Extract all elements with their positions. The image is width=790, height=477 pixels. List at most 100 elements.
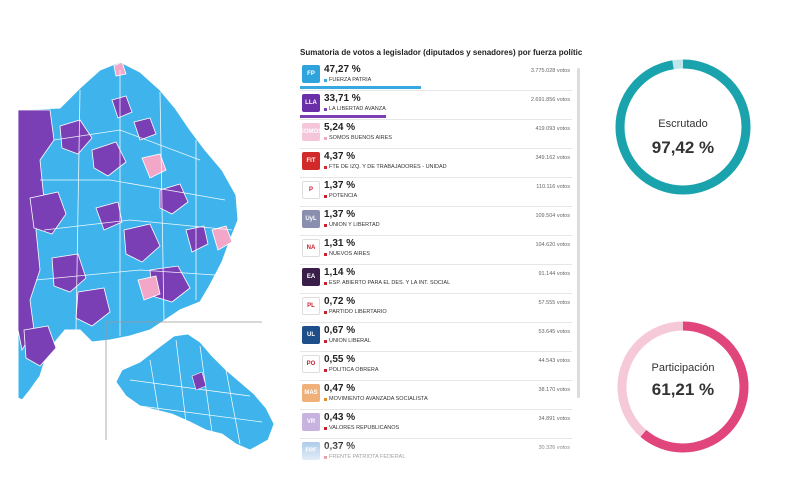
party-logo-icon: LLA — [302, 94, 320, 112]
party-share-bar — [300, 115, 387, 118]
escrutado-gauge: Escrutado 97,42 % — [612, 56, 754, 198]
party-percentage: 47,27 % — [324, 64, 361, 75]
province-map[interactable] — [0, 30, 290, 470]
party-logo-icon: SOMOS — [302, 123, 320, 141]
party-row[interactable]: LLA 33,71 % LA LIBERTAD AVANZA 2.691.856 vo… — [300, 91, 572, 120]
party-row[interactable]: MAS 0,47 % MOVIMIENTO AVANZADA SOCIALISTA 3… — [300, 381, 572, 410]
party-name: UNION Y LIBERTAD — [324, 222, 380, 228]
party-row[interactable]: UL 0,67 % UNION LIBERAL 53.645 votos — [300, 323, 572, 352]
party-logo-icon: UyL — [302, 210, 320, 228]
participacion-gauge: Participación 61,21 % — [614, 318, 752, 456]
conurbano-borders — [129, 339, 263, 445]
party-percentage: 0,55 % — [324, 354, 356, 365]
party-row[interactable]: FP 47,27 % FUERZA PATRIA 3.775.028 votos — [300, 62, 572, 91]
party-name-text: NUEVOS AIRES — [329, 251, 370, 257]
party-votes: 110.116 votos — [536, 184, 570, 190]
party-row[interactable]: EA 1,14 % ESP. ABIERTO PARA EL DES. Y LA I… — [300, 265, 572, 294]
party-color-dot — [324, 310, 327, 314]
party-row[interactable]: PL 0,72 % PARTIDO LIBERTARIO 57.555 votos — [300, 294, 572, 323]
party-name: SOMOS BUENOS AIRES — [324, 135, 392, 141]
party-percentage: 1,37 % — [324, 209, 356, 220]
party-name-text: POTENCIA — [329, 193, 358, 199]
party-logo-icon: VR — [302, 413, 320, 431]
party-row[interactable]: P 1,37 % POTENCIA 110.116 votos — [300, 178, 572, 207]
escrutado-ring — [615, 59, 751, 195]
party-row[interactable]: SOMOS 5,24 % SOMOS BUENOS AIRES 419.093 vot… — [300, 120, 572, 149]
party-votes: 104.620 votos — [535, 242, 570, 248]
party-color-dot — [324, 136, 327, 140]
party-name: NUEVOS AIRES — [324, 251, 370, 257]
party-share-bar — [300, 86, 421, 89]
results-scrollbar[interactable] — [577, 68, 580, 398]
party-color-dot — [324, 194, 327, 198]
party-name-text: FUERZA PATRIA — [329, 77, 372, 83]
party-percentage: 0,67 % — [324, 325, 356, 336]
results-panel: Sumatoria de votos a legislador (diputad… — [300, 48, 582, 470]
party-percentage: 1,37 % — [324, 180, 356, 191]
party-color-dot — [324, 397, 327, 401]
party-color-dot — [324, 223, 327, 227]
party-name-text: VALORES REPUBLICANOS — [329, 425, 400, 431]
party-name-text: LA LIBERTAD AVANZA — [329, 106, 386, 112]
participacion-ring — [617, 321, 749, 453]
party-name: POLITICA OBRERA — [324, 367, 379, 373]
party-name: FUERZA PATRIA — [324, 77, 371, 83]
party-votes: 38.170 votos — [538, 387, 571, 393]
party-logo-icon: FIT — [302, 152, 320, 170]
party-percentage: 0,72 % — [324, 296, 356, 307]
party-votes: 419.093 votos — [535, 126, 570, 132]
participacion-arc — [617, 321, 749, 453]
party-percentage: 5,24 % — [324, 122, 356, 133]
party-votes: 57.555 votos — [538, 300, 571, 306]
results-title: Sumatoria de votos a legislador (diputad… — [300, 48, 582, 57]
party-color-dot — [324, 78, 327, 82]
party-row[interactable]: PO 0,55 % POLITICA OBRERA 44.543 votos — [300, 352, 572, 381]
party-logo-icon: FP — [302, 65, 320, 83]
party-name: PARTIDO LIBERTARIO — [324, 309, 387, 315]
party-votes: 2.691.856 votos — [530, 97, 570, 103]
party-percentage: 1,31 % — [324, 238, 356, 249]
party-color-dot — [324, 368, 327, 372]
party-percentage: 33,71 % — [324, 93, 361, 104]
party-name-text: UNION LIBERAL — [329, 338, 371, 344]
party-votes: 34.891 votos — [538, 416, 571, 422]
party-color-dot — [324, 339, 327, 343]
party-votes: 349.162 votos — [535, 155, 570, 161]
party-name-text: UNION Y LIBERTAD — [329, 222, 380, 228]
party-name: UNION LIBERAL — [324, 338, 371, 344]
party-logo-icon: PL — [302, 297, 320, 315]
party-name-text: POLITICA OBRERA — [329, 367, 379, 373]
party-color-dot — [324, 426, 327, 430]
party-votes: 44.543 votos — [538, 358, 571, 364]
party-color-dot — [324, 107, 327, 111]
conurbano-purple-district — [191, 371, 207, 391]
escrutado-label: Escrutado — [658, 118, 708, 130]
party-logo-icon: PO — [302, 355, 320, 373]
party-name: VALORES REPUBLICANOS — [324, 425, 399, 431]
list-fade-overlay — [300, 440, 582, 477]
party-logo-icon: P — [302, 181, 320, 199]
escrutado-arc — [615, 59, 751, 195]
party-logo-icon: MAS — [302, 384, 320, 402]
party-percentage: 0,47 % — [324, 383, 356, 394]
party-name: FTE DE IZQ. Y DE TRABAJADORES - UNIDAD — [324, 164, 447, 170]
party-name-text: PARTIDO LIBERTARIO — [329, 309, 387, 315]
party-list[interactable]: FP 47,27 % FUERZA PATRIA 3.775.028 votos LLA… — [300, 62, 572, 468]
participacion-label: Participación — [651, 362, 715, 374]
party-row[interactable]: UyL 1,37 % UNION Y LIBERTAD 109.504 votos — [300, 207, 572, 236]
party-votes: 109.504 votos — [535, 213, 570, 219]
party-row[interactable]: VR 0,43 % VALORES REPUBLICANOS 34.891 votos — [300, 410, 572, 439]
party-row[interactable]: NA 1,31 % NUEVOS AIRES 104.620 votos — [300, 236, 572, 265]
party-name: ESP. ABIERTO PARA EL DES. Y LA INT. SOCI… — [324, 280, 450, 286]
party-logo-icon: EA — [302, 268, 320, 286]
party-name-text: FTE DE IZQ. Y DE TRABAJADORES - UNIDAD — [329, 164, 447, 170]
conurbano-inset-map[interactable] — [115, 333, 275, 451]
party-name: MOVIMIENTO AVANZADA SOCIALISTA — [324, 396, 428, 402]
party-percentage: 0,43 % — [324, 412, 356, 423]
party-logo-icon: UL — [302, 326, 320, 344]
party-name-text: MOVIMIENTO AVANZADA SOCIALISTA — [329, 396, 428, 402]
party-votes: 53.645 votos — [538, 329, 571, 335]
party-name: LA LIBERTAD AVANZA — [324, 106, 386, 112]
party-row[interactable]: FIT 4,37 % FTE DE IZQ. Y DE TRABAJADORES -… — [300, 149, 572, 178]
